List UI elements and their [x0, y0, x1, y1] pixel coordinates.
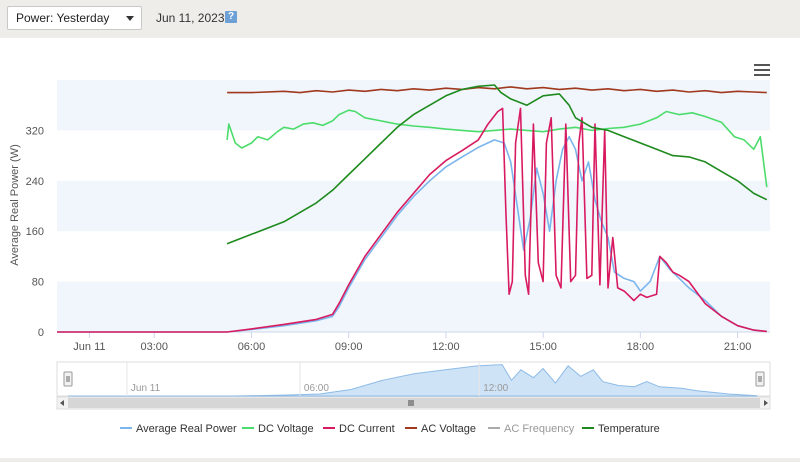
legend-item-dc-voltage[interactable]: DC Voltage	[242, 423, 314, 435]
legend-item-ac-frequency[interactable]: AC Frequency	[488, 423, 575, 435]
series-line-ac-voltage	[227, 86, 767, 94]
x-tick-label: 03:00	[140, 341, 168, 353]
bottom-strip	[0, 458, 800, 462]
legend-item-temperature[interactable]: Temperature	[582, 423, 660, 435]
navigator-scrollbar[interactable]	[56, 396, 771, 410]
legend-item-ac-voltage[interactable]: AC Voltage	[405, 423, 476, 435]
legend-label: Average Real Power	[136, 423, 237, 435]
top-bar: Power: Yesterday Jun 11, 2023 ?	[0, 0, 800, 38]
handle-body[interactable]	[63, 371, 73, 387]
legend: Average Real Power DC Voltage DC Current AC…	[120, 423, 660, 435]
legend-label: Temperature	[598, 423, 660, 435]
legend-label: DC Voltage	[258, 423, 314, 435]
x-tick-label: Jun 11	[73, 341, 105, 353]
x-tick-label: 09:00	[335, 341, 363, 353]
plot-band	[57, 281, 770, 332]
series-line-dc-voltage	[226, 109, 768, 188]
y-tick-label: 0	[38, 327, 44, 339]
plot-bands	[57, 80, 770, 332]
series-lines	[57, 84, 768, 333]
series-line-dc-current	[57, 107, 767, 333]
y-tick-label: 240	[26, 176, 44, 188]
navigator-handle-right[interactable]	[755, 371, 765, 387]
period-select-value: Power: Yesterday	[16, 11, 110, 25]
scroll-left-icon[interactable]	[60, 400, 64, 406]
navigator-tick-label: 06:00	[304, 383, 329, 394]
handle-body[interactable]	[755, 371, 765, 387]
scroll-right-icon[interactable]	[764, 400, 768, 406]
y-tick-label: 160	[26, 226, 44, 238]
x-axis-ticks: Jun 11 03:00 06:00 09:00 12:00 15:00 18:00 21:0…	[73, 332, 751, 353]
navigator-tick-label: 12:00	[483, 383, 508, 394]
series-line-temperature	[226, 84, 768, 245]
x-tick-label: 12:00	[432, 341, 460, 353]
legend-label: AC Frequency	[504, 423, 575, 435]
x-tick-label: 21:00	[724, 341, 752, 353]
plot-band	[57, 180, 770, 232]
scrollbar-thumb[interactable]	[68, 398, 760, 408]
help-icon[interactable]: ?	[225, 11, 237, 23]
date-label: Jun 11, 2023	[156, 11, 225, 25]
legend-item-dc-current[interactable]: DC Current	[323, 423, 395, 435]
y-tick-label: 80	[32, 277, 44, 289]
navigator-handle-left[interactable]	[63, 371, 73, 387]
navigator: Jun 11 06:00 12:00	[56, 361, 771, 410]
period-select[interactable]: Power: Yesterday	[7, 6, 142, 30]
y-tick-label: 320	[26, 125, 44, 137]
chevron-down-icon	[126, 16, 134, 21]
legend-label: DC Current	[339, 423, 395, 435]
chart-menu-icon[interactable]	[754, 64, 770, 78]
y-axis-title: Average Real Power (W)	[9, 144, 21, 265]
x-tick-label: 15:00	[529, 341, 557, 353]
plot-band	[57, 80, 770, 131]
legend-item-average-real-power[interactable]: Average Real Power	[120, 423, 237, 435]
navigator-area	[68, 364, 758, 397]
legend-label: AC Voltage	[421, 423, 476, 435]
x-tick-label: 06:00	[238, 341, 266, 353]
x-tick-label: 18:00	[627, 341, 655, 353]
navigator-tick-label: Jun 11	[131, 383, 161, 394]
